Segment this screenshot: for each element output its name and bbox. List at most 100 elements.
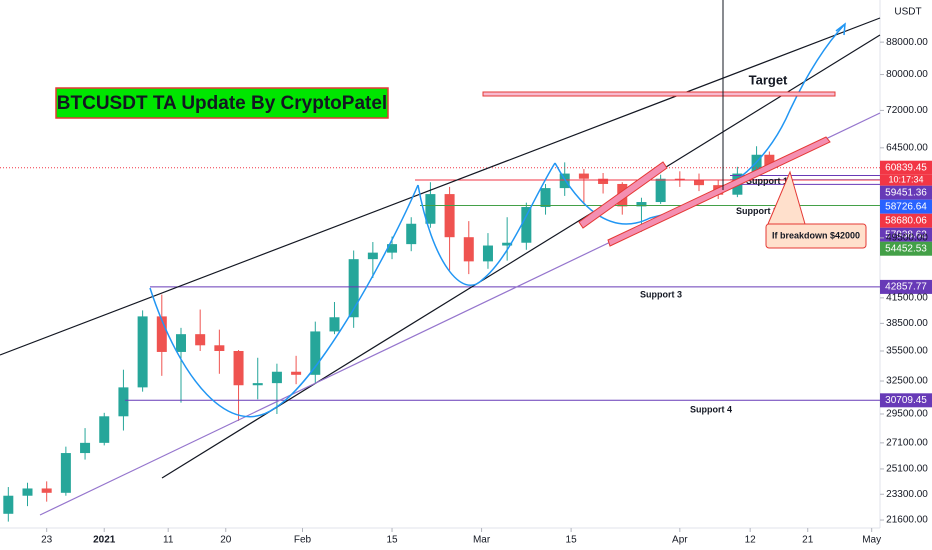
support-label: Support 4 [690, 405, 732, 415]
support-label: Support 2 [736, 206, 778, 216]
price-tag-label: 54452.53 [885, 243, 927, 254]
x-tick-label: May [862, 535, 881, 546]
currency-label: USDT [894, 7, 921, 18]
candle-body [598, 178, 609, 184]
price-tag [880, 227, 932, 242]
x-tick-label: 20 [220, 535, 232, 546]
price-tag-label: 58726.64 [885, 201, 927, 212]
candle-body [3, 495, 14, 514]
candle-body [22, 488, 33, 496]
upper-trendline [0, 17, 881, 356]
candle-body [578, 173, 589, 179]
candle-body [175, 334, 186, 352]
price-tag-label: 42857.77 [885, 282, 927, 293]
arrow-head [835, 22, 846, 36]
candle-body [348, 259, 359, 318]
x-tick-label: 12 [745, 535, 757, 546]
y-tick-label: 41500.00 [886, 293, 928, 304]
candle-body [271, 371, 282, 384]
x-tick-label: 11 [163, 535, 174, 546]
price-tag-label: 57938.62 [885, 229, 927, 240]
cup-curve [417, 162, 556, 286]
y-tick-label: 80000.00 [886, 69, 928, 80]
callout-text: If breakdown $42000 [772, 230, 860, 240]
candle-body [60, 453, 71, 493]
support-label: Support 1 [746, 176, 788, 186]
y-tick-label: 35500.00 [886, 346, 928, 357]
y-tick-label: 32500.00 [886, 376, 928, 387]
candle-body [751, 154, 762, 174]
countdown-tag [880, 174, 932, 186]
y-tick-label: 64500.00 [886, 142, 928, 153]
candle-body [387, 244, 398, 253]
target-zone [482, 91, 836, 97]
y-tick-label: 29500.00 [886, 409, 928, 420]
candle-body [118, 387, 129, 417]
price-tag-label: 59451.36 [885, 187, 927, 198]
candle-body [764, 154, 775, 168]
x-tick-label: 15 [566, 535, 578, 546]
price-tag [880, 393, 932, 408]
candle-body [214, 345, 225, 351]
candle-body [559, 173, 570, 189]
x-tick-label: 2021 [93, 535, 116, 546]
callout-box [765, 223, 867, 249]
price-tag-label: 60839.45 [885, 162, 927, 173]
chart-title: BTCUSDT TA Update By CryptoPatel [57, 93, 387, 114]
y-tick-label: 27100.00 [886, 437, 928, 448]
y-tick-label: 49500.00 [886, 233, 928, 244]
candle-body [540, 188, 551, 208]
price-tag-label: 58680.06 [885, 215, 927, 226]
y-tick-label: 38500.00 [886, 318, 928, 329]
price-tag [880, 185, 932, 200]
x-tick-label: Mar [473, 535, 491, 546]
candle-body [463, 237, 474, 262]
y-tick-label: 23300.00 [886, 489, 928, 500]
candle-body [80, 442, 91, 454]
countdown-label: 10:17:34 [888, 175, 923, 185]
candle-body [502, 242, 513, 246]
y-tick-label: 72000.00 [886, 105, 928, 116]
price-tag-label: 30709.45 [885, 395, 927, 406]
candle-body [291, 371, 302, 375]
target-label: Target [749, 72, 788, 87]
y-tick-label: 88000.00 [886, 37, 928, 48]
candle-body [694, 179, 705, 186]
support-label: Support 3 [640, 289, 682, 299]
cup-curve [149, 184, 419, 418]
candle-body [406, 223, 417, 245]
y-tick-label: 21600.00 [886, 515, 928, 526]
x-tick-label: 21 [802, 535, 814, 546]
candle-body [674, 178, 685, 180]
price-tag [880, 199, 932, 214]
candle-body [367, 252, 378, 260]
y-tick-label: 25100.00 [886, 464, 928, 475]
candle-body [444, 194, 455, 238]
x-tick-label: Feb [294, 535, 312, 546]
x-tick-label: 23 [41, 535, 53, 546]
candle-body [482, 245, 493, 262]
rising-channel [578, 161, 668, 229]
candle-body [41, 488, 52, 493]
candle-body [99, 416, 110, 443]
candle-body [233, 350, 244, 386]
candle-body [655, 178, 666, 203]
candle-body [329, 317, 340, 332]
candle-body [252, 383, 263, 386]
candle-body [156, 316, 167, 352]
candle-body [310, 331, 321, 375]
price-tag [880, 279, 932, 294]
title-box [55, 87, 389, 119]
candle-body [636, 202, 647, 207]
price-tag [880, 241, 932, 256]
price-tag [880, 160, 932, 175]
price-tag [880, 213, 932, 228]
candle-body [521, 207, 532, 243]
candle-body [425, 194, 436, 224]
support-trendline [607, 136, 831, 247]
candle-body [195, 334, 206, 346]
x-tick-label: 15 [386, 535, 398, 546]
candle-body [137, 316, 148, 388]
x-tick-label: Apr [672, 535, 688, 546]
